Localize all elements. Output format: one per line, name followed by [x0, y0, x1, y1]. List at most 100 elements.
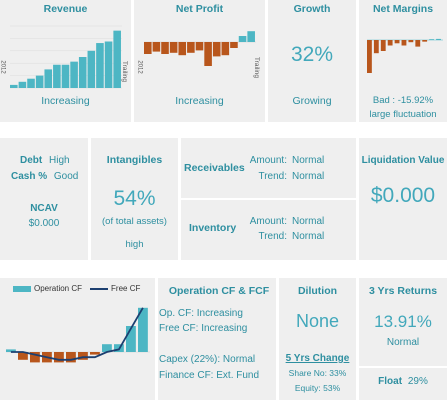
net-margins-panel: Net Margins Bad : -15.92% large fluctuat… — [359, 0, 447, 122]
inventory-panel: Inventory Amount: Normal Trend: Normal — [181, 200, 356, 260]
revenue-bar — [78, 57, 87, 88]
intangibles-value: 54% — [113, 187, 156, 210]
net-profit-trend: Increasing — [175, 95, 224, 107]
revenue-title: Revenue — [43, 3, 88, 15]
receivables-amount-value: Normal — [292, 155, 325, 166]
finance-cf-status: Finance CF: Ext. Fund — [159, 370, 260, 381]
net-margins-bar — [401, 40, 407, 46]
ncav-value: $0.000 — [28, 218, 60, 229]
net-margins-bar — [387, 40, 393, 46]
net-margins-bar — [408, 40, 414, 43]
net-margins-status-2: large fluctuation — [369, 109, 437, 120]
liquidation-panel: Liquidation Value $0.000 — [359, 138, 447, 260]
revenue-bar — [27, 78, 35, 88]
receivables-trend-label: Trend: — [258, 171, 287, 182]
net-profit-bar — [195, 42, 204, 51]
net-profit-bar — [247, 31, 255, 42]
net-margins-bar — [436, 38, 441, 40]
receivables-title: Receivables — [184, 162, 245, 174]
net-margins-title: Net Margins — [372, 3, 434, 15]
revenue-chart — [10, 25, 122, 89]
dilution-title: Dilution — [297, 285, 338, 297]
five-yrs-change: 5 Yrs Change — [285, 353, 350, 364]
net-margins-chart — [367, 38, 443, 73]
operation-cf-bar — [90, 352, 100, 355]
intangibles-level: high — [125, 239, 144, 250]
revenue-bar — [87, 50, 96, 88]
net-profit-bar — [212, 42, 221, 57]
operation-cf-bar — [102, 344, 112, 352]
inventory-title: Inventory — [189, 222, 237, 234]
free-cf-legend-swatch — [90, 287, 109, 290]
net-profit-year-label: 2012 — [136, 60, 143, 74]
net-margins-bar — [367, 40, 372, 73]
operation-cf-bar — [78, 352, 88, 360]
revenue-bar — [104, 41, 113, 88]
returns-value: 13.91% — [374, 312, 432, 331]
net-profit-bar — [169, 42, 178, 53]
inventory-amount-value: Normal — [292, 216, 325, 227]
operation-cf-legend-swatch — [13, 285, 31, 292]
float-value: 29% — [407, 376, 428, 387]
net-profit-end-label: Trailing — [253, 56, 261, 79]
capex-status: Capex (22%): Normal — [159, 354, 256, 365]
free-cf-line — [10, 307, 144, 361]
operation-cf-bar — [138, 307, 148, 352]
receivables-panel: Receivables Amount: Normal Trend: Normal — [181, 138, 356, 198]
cash-value: Good — [53, 171, 79, 182]
ncav-label: NCAV — [30, 203, 58, 214]
net-margins-bar — [422, 40, 428, 42]
revenue-bar — [44, 69, 53, 88]
net-profit-bar — [204, 42, 212, 66]
revenue-trend: Increasing — [41, 95, 90, 107]
net-profit-bar — [178, 42, 187, 56]
revenue-bar — [113, 30, 121, 88]
operation-cf-bar — [6, 349, 16, 352]
dilution-panel: Dilution None 5 Yrs Change Share No: 33%… — [279, 278, 356, 400]
op-cf-status: Op. CF: Increasing — [159, 308, 243, 319]
revenue-bar — [61, 64, 70, 88]
inventory-amount-label: Amount: — [249, 216, 287, 227]
receivables-amount-label: Amount: — [249, 155, 287, 166]
intangibles-panel: Intangibles 54% (of total assets) high — [91, 138, 178, 260]
revenue-bar — [18, 81, 27, 88]
net-profit-bar — [230, 42, 238, 48]
cashflow-title: Operation CF & FCF — [168, 285, 270, 297]
liquidation-title: Liquidation Value — [361, 155, 445, 166]
inventory-trend-value: Normal — [292, 231, 325, 242]
returns-status: Normal — [386, 337, 420, 348]
operation-cf-legend-label: Operation CF — [34, 284, 83, 293]
net-profit-bar — [152, 42, 161, 52]
revenue-bar — [35, 75, 44, 88]
revenue-bar — [10, 84, 18, 88]
cashflow-chart — [6, 307, 150, 363]
revenue-bar — [70, 61, 78, 88]
net-margins-bar — [394, 40, 400, 44]
revenue-end-label: Trailing — [121, 60, 129, 83]
revenue-panel: Revenue 2012 Trailing Increasing — [0, 0, 131, 122]
growth-status: Growing — [292, 95, 332, 107]
equity-change: Equity: 53% — [294, 383, 341, 393]
net-profit-panel: Net Profit 2012 Trailing Increasing — [134, 0, 265, 122]
net-profit-bar — [238, 36, 247, 42]
operation-cf-bar — [66, 352, 76, 363]
float-label: Float — [378, 376, 403, 387]
share-no-change: Share No: 33% — [288, 368, 347, 378]
growth-value: 32% — [290, 43, 334, 66]
net-profit-bar — [187, 42, 195, 53]
revenue-bar — [96, 43, 104, 88]
intangibles-note: (of total assets) — [102, 216, 167, 227]
revenue-year-label: 2012 — [0, 60, 6, 74]
net-profit-bar — [144, 42, 152, 54]
growth-title: Growth — [293, 3, 331, 15]
operation-cf-bar — [126, 326, 136, 352]
dilution-value: None — [295, 311, 340, 331]
inventory-trend-label: Trend: — [258, 231, 287, 242]
cashflow-chart-panel: Operation CF Free CF — [0, 278, 155, 400]
net-margins-status-1: Bad : -15.92% — [372, 95, 434, 106]
debt-value: High — [49, 155, 70, 166]
debt-panel: Debt High Cash % Good NCAV $0.000 — [0, 138, 88, 260]
cash-label: Cash % — [11, 171, 48, 182]
cashflow-text-panel: Operation CF & FCF Op. CF: Increasing Fr… — [158, 278, 276, 400]
net-profit-title: Net Profit — [175, 3, 224, 15]
